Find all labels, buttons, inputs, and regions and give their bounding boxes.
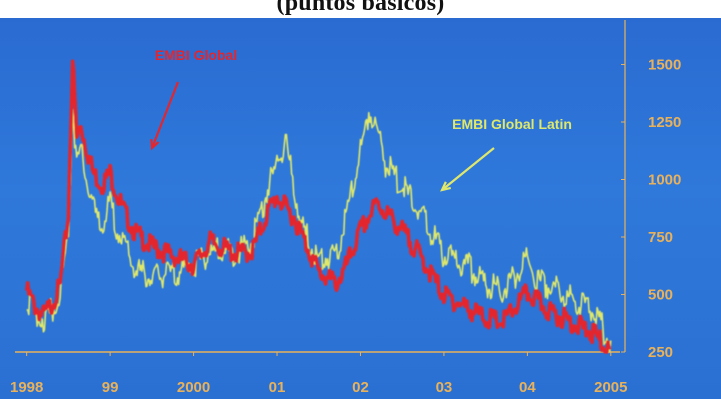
x-tick-label: 03 <box>436 379 453 396</box>
annotation-arrow <box>150 81 180 149</box>
x-tick-label: 01 <box>269 379 286 396</box>
annotation-embi-global-latin: EMBI Global Latin <box>452 116 572 132</box>
x-tick-label: 99 <box>102 379 119 396</box>
x-tick-label: 04 <box>519 379 536 396</box>
annotation-arrow <box>441 147 495 191</box>
x-tick-label: 02 <box>352 379 369 396</box>
y-tick-label: 500 <box>648 287 673 304</box>
title-strip: (puntos básicos) <box>0 0 721 18</box>
x-tick-label: 1998 <box>10 379 43 396</box>
y-tick-label: 1250 <box>648 114 681 131</box>
annotation-arrowhead <box>150 138 160 151</box>
x-tick-label: 2005 <box>594 379 627 396</box>
annotation-arrowhead <box>440 181 452 192</box>
y-tick-label: 1000 <box>648 172 681 189</box>
series-line-embi-global-latin <box>26 108 612 353</box>
y-tick-label: 1500 <box>648 57 681 74</box>
y-tick-label: 250 <box>648 344 673 361</box>
chart-title-fragment: (puntos básicos) <box>276 0 445 16</box>
y-tick-label: 750 <box>648 229 673 246</box>
annotation-embi-global: EMBI Global <box>155 47 237 63</box>
series-line-embi-global <box>24 59 612 354</box>
x-tick-label: 2000 <box>177 379 210 396</box>
